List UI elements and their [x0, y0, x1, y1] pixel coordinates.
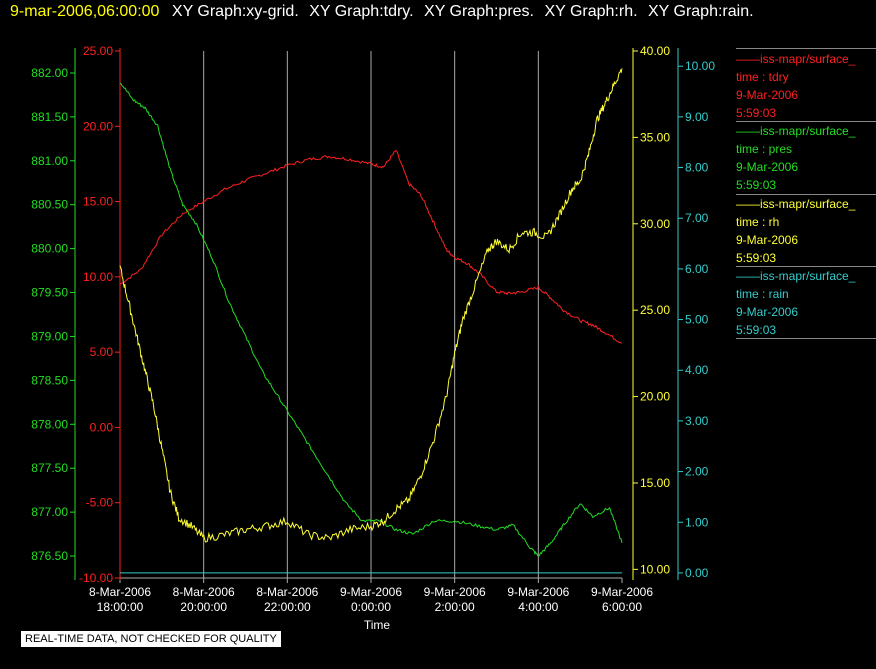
x-axis-label: Time: [364, 618, 391, 632]
legend-time-pres: 5:59:03: [736, 178, 777, 192]
legend-date-tdry: 9-Mar-2006: [736, 88, 799, 102]
y-tick-label-rain: 6.00: [685, 262, 709, 276]
legend-date-rain: 9-Mar-2006: [736, 305, 799, 319]
y-tick-label-pres: 880.50: [31, 198, 68, 212]
series-line-tdry: [119, 149, 623, 344]
legend-var-pres: time : pres: [736, 142, 793, 156]
legend-var-rh: time : rh: [736, 215, 780, 229]
title-bar: 9-mar-2006,06:00:00 XY Graph:xy-grid. XY…: [10, 3, 754, 21]
x-tick-label-date: 8-Mar-2006: [89, 585, 151, 599]
graph-title-pres: XY Graph:pres.: [424, 3, 534, 20]
y-tick-label-pres: 879.50: [31, 286, 68, 300]
y-tick-label-rh: 10.00: [640, 562, 670, 576]
y-tick-label-pres: 879.00: [31, 329, 68, 343]
y-tick-label-rain: 0.00: [685, 566, 709, 580]
y-tick-label-rain: 10.00: [685, 59, 715, 73]
y-tick-label-pres: 881.50: [31, 110, 68, 124]
y-tick-label-rh: 40.00: [640, 44, 670, 58]
y-tick-label-pres: 882.00: [31, 66, 68, 80]
legend-entry-rh: ——iss-mapr/surface_ time : rh 9-Mar-2006…: [736, 195, 876, 267]
y-tick-label-rain: 9.00: [685, 110, 709, 124]
graph-title-rain: XY Graph:rain.: [648, 3, 754, 20]
y-tick-label-pres: 876.50: [31, 549, 68, 563]
x-tick-label-time: 20:00:00: [180, 600, 227, 614]
graph-title-tdry: XY Graph:tdry.: [309, 3, 414, 20]
y-tick-label-tdry: 10.00: [83, 270, 113, 284]
y-tick-label-pres: 877.50: [31, 461, 68, 475]
x-tick-label-date: 9-Mar-2006: [591, 585, 653, 599]
y-tick-label-tdry: -10.00: [79, 571, 113, 585]
y-tick-label-rain: 4.00: [685, 363, 709, 377]
x-tick-label-date: 9-Mar-2006: [424, 585, 486, 599]
graph-title-xy-grid: XY Graph:xy-grid.: [171, 3, 299, 20]
legend-date-rh: 9-Mar-2006: [736, 233, 799, 247]
y-tick-label-rh: 25.00: [640, 303, 670, 317]
y-tick-label-rain: 7.00: [685, 211, 709, 225]
series-line-pres: [119, 82, 623, 557]
legend-entry-pres: ——iss-mapr/surface_ time : pres 9-Mar-20…: [736, 122, 876, 194]
x-tick-label-date: 9-Mar-2006: [340, 585, 402, 599]
x-tick-label-time: 18:00:00: [97, 600, 144, 614]
y-tick-label-tdry: 25.00: [83, 44, 113, 58]
x-tick-label-time: 6:00:00: [602, 600, 642, 614]
y-tick-label-rain: 8.00: [685, 161, 709, 175]
legend-time-rain: 5:59:03: [736, 323, 777, 337]
y-tick-label-rh: 35.00: [640, 130, 670, 144]
y-tick-label-pres: 881.00: [31, 154, 68, 168]
legend-time-tdry: 5:59:03: [736, 106, 777, 120]
legend-date-pres: 9-Mar-2006: [736, 160, 799, 174]
legend-entry-tdry: ——iss-mapr/surface_ time : tdry 9-Mar-20…: [736, 50, 876, 122]
x-tick-label-time: 2:00:00: [435, 600, 475, 614]
graph-title-rh: XY Graph:rh.: [544, 3, 638, 20]
quality-note: REAL-TIME DATA, NOT CHECKED FOR QUALITY: [21, 631, 281, 647]
y-tick-label-rain: 1.00: [685, 515, 709, 529]
legend-source-rh: iss-mapr/surface_: [760, 197, 856, 211]
y-tick-label-rh: 20.00: [640, 390, 670, 404]
y-tick-label-pres: 877.00: [31, 505, 68, 519]
y-tick-label-tdry: 0.00: [90, 420, 114, 434]
legend-var-rain: time : rain: [736, 287, 789, 301]
legend-source-pres: iss-mapr/surface_: [760, 124, 856, 138]
y-tick-label-rain: 2.00: [685, 465, 709, 479]
y-tick-label-tdry: 15.00: [83, 195, 113, 209]
x-tick-label-time: 4:00:00: [518, 600, 558, 614]
series-line-rh: [119, 68, 623, 543]
y-tick-label-pres: 878.50: [31, 373, 68, 387]
y-tick-label-pres: 878.00: [31, 417, 68, 431]
x-tick-label-time: 0:00:00: [351, 600, 391, 614]
y-tick-label-rh: 15.00: [640, 476, 670, 490]
legend-var-tdry: time : tdry: [736, 70, 789, 84]
legend-source-tdry: iss-mapr/surface_: [760, 52, 856, 66]
x-tick-label-date: 8-Mar-2006: [256, 585, 318, 599]
y-tick-label-tdry: 20.00: [83, 119, 113, 133]
legend-entry-rain: ——iss-mapr/surface_ time : rain 9-Mar-20…: [736, 267, 876, 339]
y-tick-label-pres: 880.00: [31, 242, 68, 256]
legend-source-rain: iss-mapr/surface_: [760, 269, 856, 283]
x-tick-label-time: 22:00:00: [264, 600, 311, 614]
timestamp: 9-mar-2006,06:00:00: [10, 3, 160, 20]
legend-time-rh: 5:59:03: [736, 251, 777, 265]
y-tick-label-tdry: 5.00: [90, 345, 114, 359]
x-tick-label-date: 8-Mar-2006: [173, 585, 235, 599]
y-tick-label-rain: 3.00: [685, 414, 709, 428]
x-tick-label-date: 9-Mar-2006: [507, 585, 569, 599]
y-tick-label-rain: 5.00: [685, 313, 709, 327]
y-tick-label-tdry: -5.00: [86, 496, 114, 510]
y-tick-label-rh: 30.00: [640, 217, 670, 231]
